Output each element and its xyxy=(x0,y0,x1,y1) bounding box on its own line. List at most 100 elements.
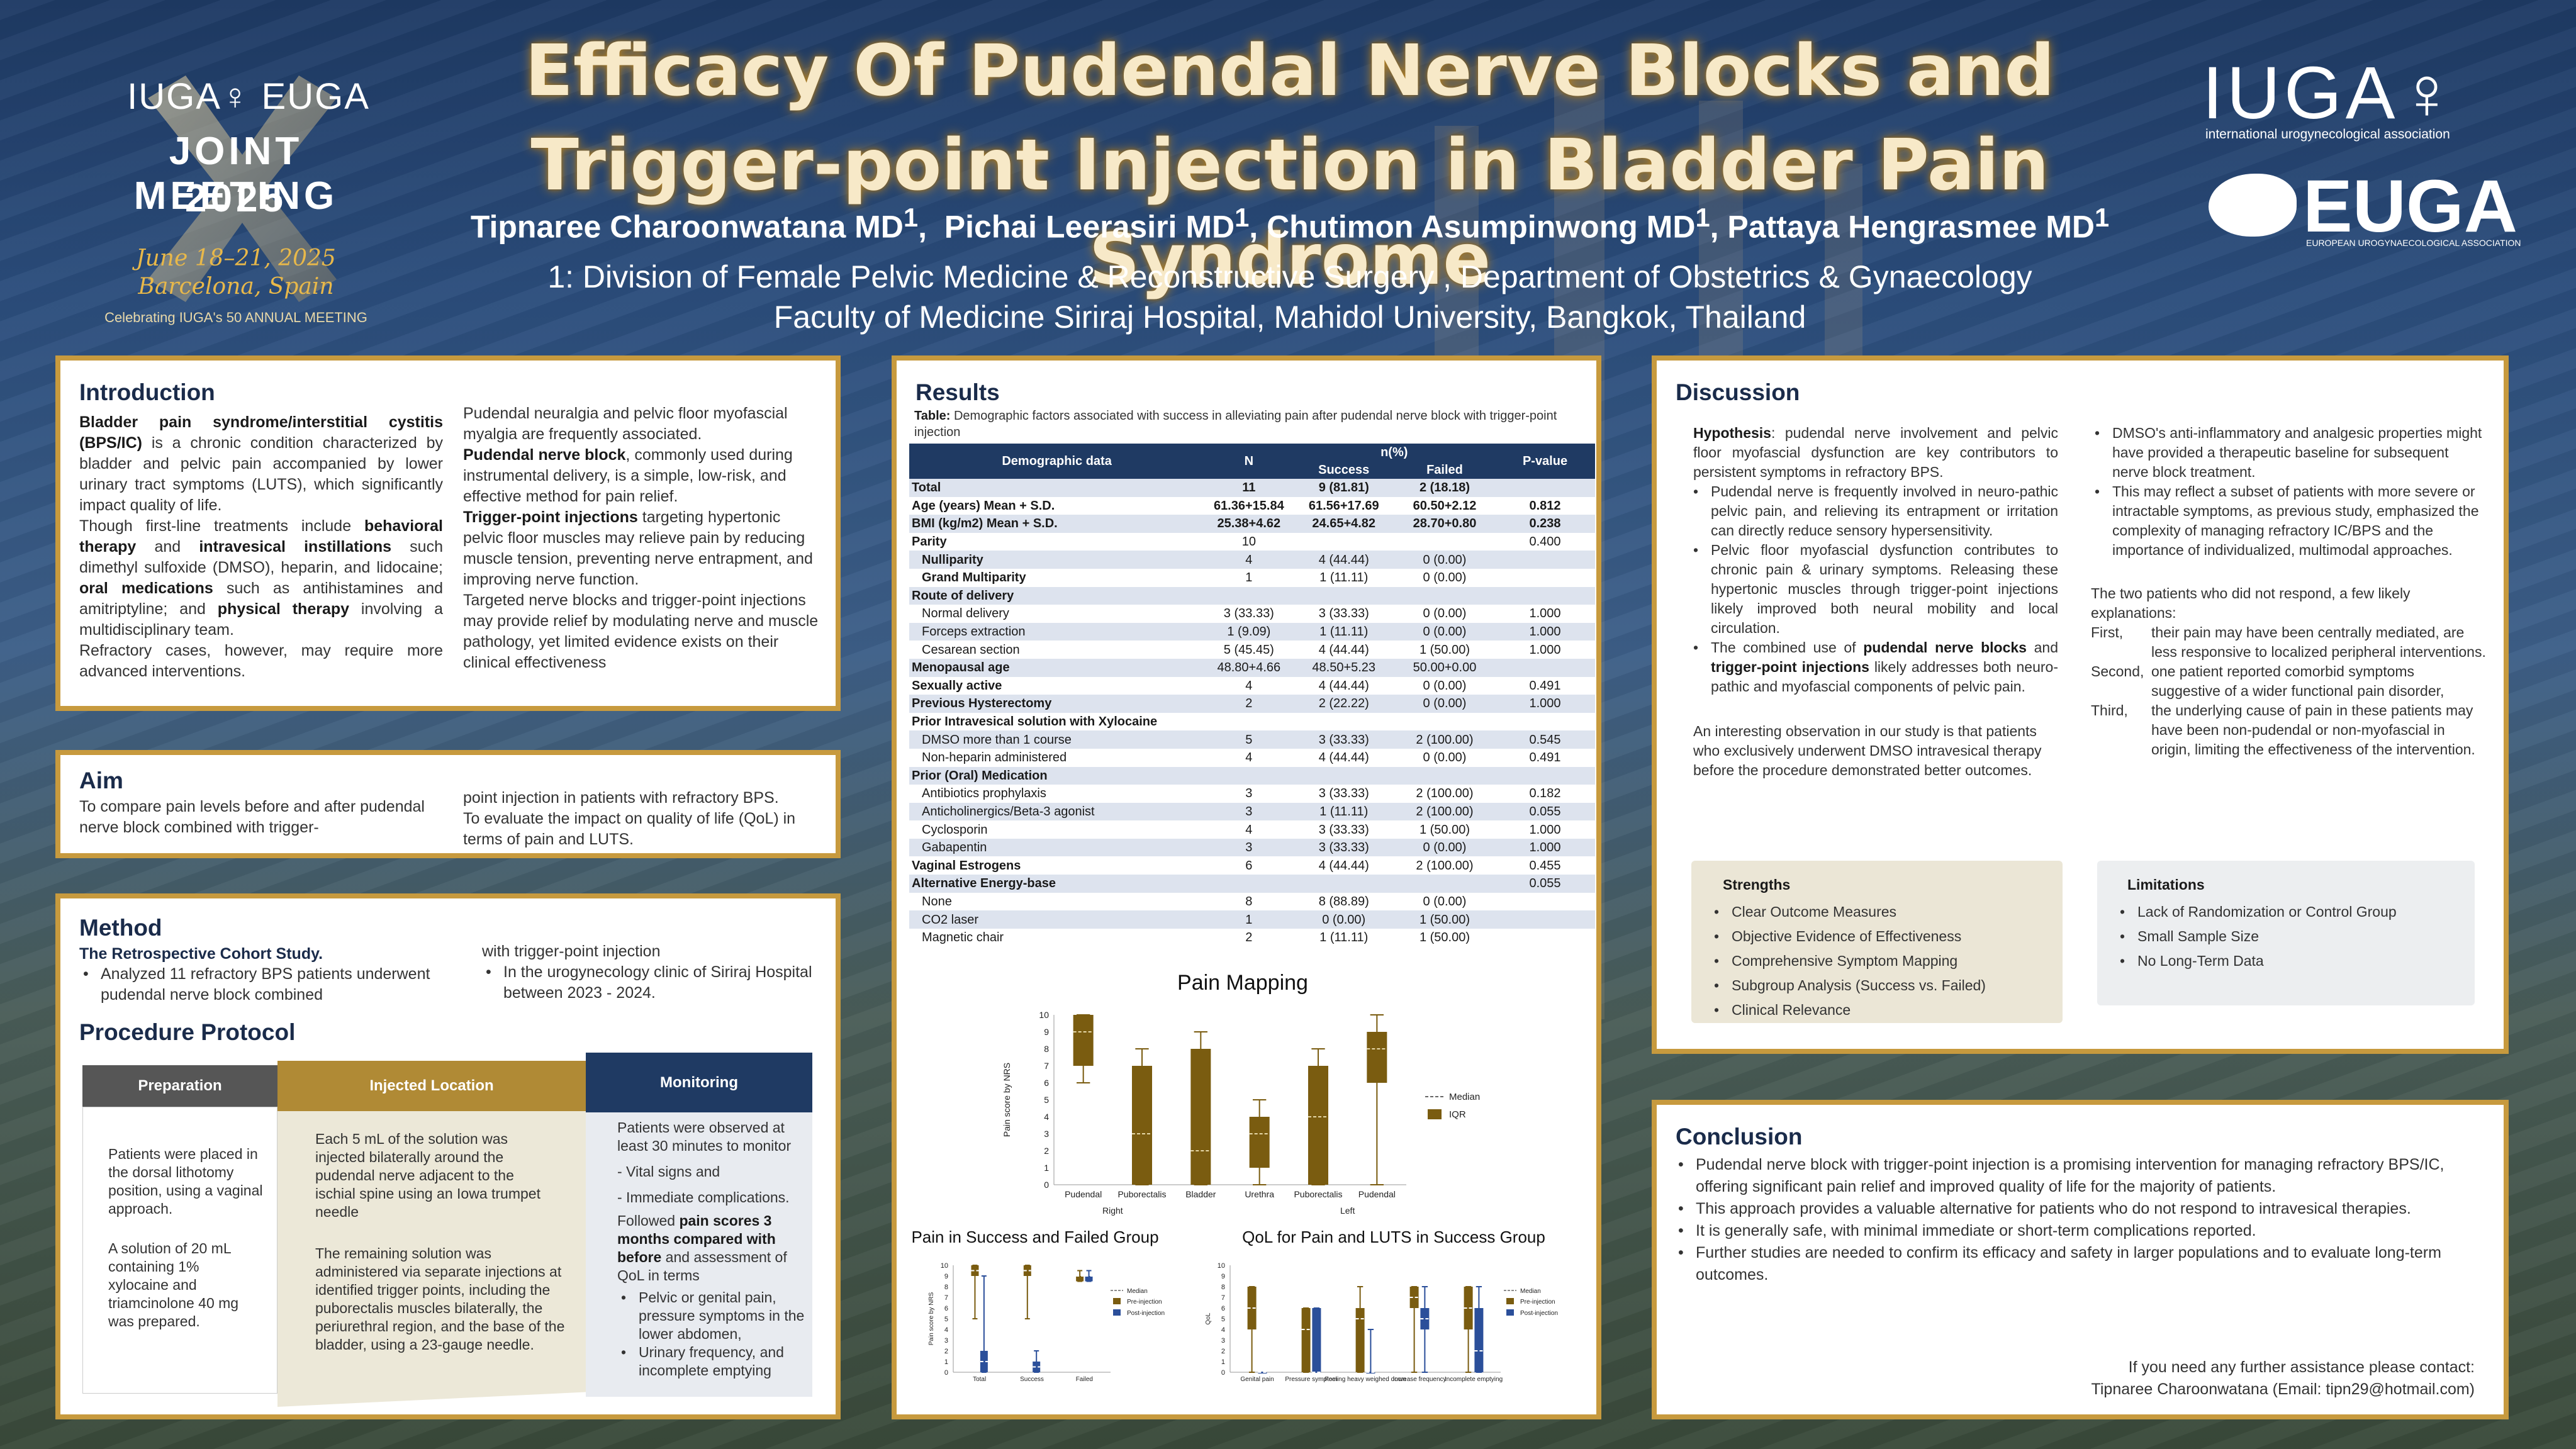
table-cell-s: 8 (88.89) xyxy=(1318,894,1369,909)
table-cell-n: 1 (9.09) xyxy=(1227,625,1271,639)
table-cell-n: 4 xyxy=(1245,678,1253,693)
author-sup: 1 xyxy=(2094,203,2110,232)
table-cell-s: 1 (11.11) xyxy=(1319,931,1369,945)
contact: If you need any further assistance pleas… xyxy=(2034,1357,2475,1401)
table-cell-f: 28.70+0.80 xyxy=(1413,517,1477,531)
table-cell-n: 3 xyxy=(1245,786,1253,801)
table-row: Non-heparin administered 4 4 (44.44) 0 (0.0… xyxy=(909,748,1595,767)
y-tick-label: 3 xyxy=(1044,1129,1049,1139)
table-cell-p xyxy=(1495,569,1595,587)
box xyxy=(1249,1117,1270,1168)
box xyxy=(971,1265,979,1276)
disc-text: The combined use of xyxy=(1711,639,1864,656)
limitations-item: Lack of Randomization or Control Group xyxy=(2116,900,2397,924)
discussion-panel: Discussion Hypothesis: pudendal nerve in… xyxy=(1652,355,2509,1054)
table-cell-p xyxy=(1495,910,1595,929)
table-cell-p: 0.545 xyxy=(1529,732,1561,747)
contact-line-1: If you need any further assistance pleas… xyxy=(2128,1358,2475,1376)
table-cell-n: 3 xyxy=(1245,841,1253,855)
y-tick-label: 1 xyxy=(944,1358,948,1366)
introduction-col2: Pudendal neuralgia and pelvic floor myof… xyxy=(463,403,819,673)
table-cell-n: 2 xyxy=(1245,697,1253,711)
legend-label: Pre-injection xyxy=(1127,1299,1162,1306)
table-cell-f: 1 (50.00) xyxy=(1419,912,1470,927)
table-cell-n: 4 xyxy=(1245,751,1253,765)
logo-location: Barcelona, Spain xyxy=(138,274,334,299)
chart-title: QoL for Pain and LUTS in Success Group xyxy=(1242,1228,1545,1246)
table-row: Nulliparity 4 4 (44.44) 0 (0.00) xyxy=(909,551,1595,569)
mon-followup: Followed pain scores 3 months compared w… xyxy=(617,1212,806,1285)
table-cell-label: Grand Multiparity xyxy=(922,571,1026,585)
table-cell-s xyxy=(1293,713,1394,731)
table-cell-n: 48.80+4.66 xyxy=(1217,661,1281,675)
demographic-table: Demographic data N n(%) P-value Success … xyxy=(909,444,1595,947)
table-cell-label: Menopausal age xyxy=(912,661,1010,675)
mon-bullet: Urinary frequency, and incomplete emptyi… xyxy=(617,1343,806,1380)
conclusion-item: Further studies are needed to confirm it… xyxy=(1674,1242,2480,1286)
table-cell-s: 24.65+4.82 xyxy=(1312,517,1376,531)
table-cell-p: 0.455 xyxy=(1529,858,1561,873)
y-tick-label: 10 xyxy=(941,1262,948,1270)
table-cell-f: 2 (100.00) xyxy=(1416,732,1474,747)
x-tick-label: Feeling heavy weighed down xyxy=(1325,1376,1406,1383)
y-tick-label: 0 xyxy=(1221,1369,1225,1377)
pain-mapping-chart: Pain Mapping Pain score by NRS 0 1 2 3 4 5 6 7 8 9 1… xyxy=(1002,971,1480,1216)
table-cell-p: 0.491 xyxy=(1529,751,1561,765)
hypothesis: Hypothesis: pudendal nerve involvement a… xyxy=(1693,423,2058,482)
table-cell-f: 0 (0.00) xyxy=(1423,552,1467,567)
affiliation-line-2: Faculty of Medicine Siriraj Hospital, Ma… xyxy=(773,299,1806,335)
protocol-header-label: Injected Location xyxy=(369,1077,494,1094)
table-cell-n: 11 xyxy=(1242,481,1256,495)
table-cell-s: 2 (22.22) xyxy=(1318,697,1369,711)
table-row: Vaginal Estrogens 6 4 (44.44) 2 (100.00) 0.4… xyxy=(909,856,1595,875)
intro-text: Pudendal neuralgia and pelvic floor myof… xyxy=(463,405,788,443)
conclusion-list: Pudendal nerve block with trigger-point … xyxy=(1674,1154,2480,1286)
y-tick-label: 0 xyxy=(944,1369,948,1377)
logo-joint-meeting: JOINT MEETING xyxy=(133,130,339,218)
results-panel: Results Table: Demographic factors assoc… xyxy=(892,355,1601,1419)
table-cell-n: 5 (45.45) xyxy=(1223,642,1274,657)
box xyxy=(1247,1287,1257,1329)
group-label: Left xyxy=(1340,1206,1355,1216)
box xyxy=(1023,1265,1031,1276)
table-cell-f: 0 (0.00) xyxy=(1423,571,1467,585)
iuga-logo: IUGA♀ xyxy=(2202,52,2458,135)
col-header-failed: Failed xyxy=(1394,461,1496,479)
table-row: Alternative Energy-base 0.055 xyxy=(909,875,1595,893)
joint-meeting-logo: IUGA♀ EUGA JOINT MEETING 2025 June 18–21… xyxy=(60,63,412,340)
strengths-item: Objective Evidence of Effectiveness xyxy=(1710,924,1986,949)
table-cell-s: 1 (11.11) xyxy=(1319,571,1369,585)
aim-col2: point injection in patients with refract… xyxy=(463,788,831,850)
y-axis-label: Pain score by NRS xyxy=(1002,1063,1012,1137)
table-cell-label: Total xyxy=(912,481,941,495)
box xyxy=(1474,1308,1484,1372)
table-cell-n: 61.36+15.84 xyxy=(1213,498,1284,513)
box xyxy=(1308,1066,1328,1185)
protocol-col-monitoring: Patients were observed at least 30 minut… xyxy=(586,1112,812,1397)
table-cell-label: Forceps extraction xyxy=(922,625,1026,639)
intro-text: Targeted nerve blocks and trigger-point … xyxy=(463,591,819,671)
table-cell-s: 3 (33.33) xyxy=(1318,841,1369,855)
box xyxy=(1420,1308,1430,1329)
box xyxy=(1190,1049,1211,1185)
y-tick-label: 9 xyxy=(1044,1027,1049,1037)
legend-swatch xyxy=(1113,1309,1121,1316)
y-tick-label: 3 xyxy=(944,1337,948,1345)
author-name: Tipnaree Charoonwatana MD xyxy=(470,209,904,245)
monitoring-details: Patients were observed at least 30 minut… xyxy=(617,1119,806,1380)
discussion-bullet: The combined use of pudendal nerve block… xyxy=(1689,638,2058,697)
expl-text: one patient reported comorbid symptoms s… xyxy=(2151,663,2444,699)
x-tick-label: Puborectalis xyxy=(1294,1189,1342,1199)
box xyxy=(1367,1032,1387,1083)
table-cell-s: 3 (33.33) xyxy=(1318,822,1369,837)
y-axis-label: Pain score by NRS xyxy=(928,1292,935,1345)
y-tick-label: 7 xyxy=(1221,1294,1225,1302)
table-cell-n: 10 xyxy=(1241,535,1256,549)
table-cell-p xyxy=(1495,659,1595,677)
table-row: Previous Hysterectomy 2 2 (22.22) 0 (0.00) 1… xyxy=(909,695,1595,713)
association-logos: IUGA♀ international urogynecological ass… xyxy=(2196,50,2523,264)
table-cell-p xyxy=(1495,551,1595,569)
protocol-header-label: Monitoring xyxy=(660,1074,738,1091)
protocol-header-monitoring: Monitoring xyxy=(586,1053,812,1112)
discussion-bullet: Pudendal nerve is frequently involved in… xyxy=(1689,482,2058,540)
